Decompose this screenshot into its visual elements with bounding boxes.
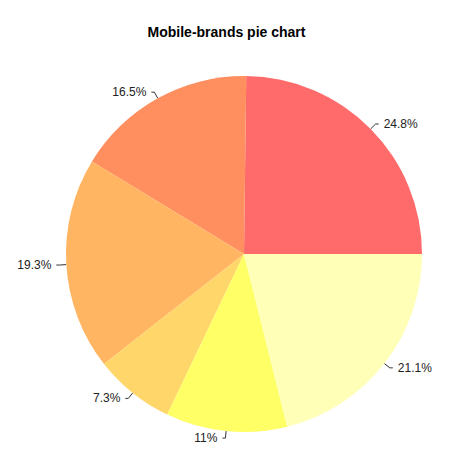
svg-text:24.8%: 24.8% xyxy=(384,117,418,131)
svg-text:7.3%: 7.3% xyxy=(93,391,121,405)
svg-text:Mobile-brands pie chart: Mobile-brands pie chart xyxy=(148,24,306,40)
svg-text:21.1%: 21.1% xyxy=(398,361,432,375)
svg-text:16.5%: 16.5% xyxy=(112,85,146,99)
svg-text:19.3%: 19.3% xyxy=(17,258,51,272)
svg-text:11%: 11% xyxy=(194,431,217,445)
